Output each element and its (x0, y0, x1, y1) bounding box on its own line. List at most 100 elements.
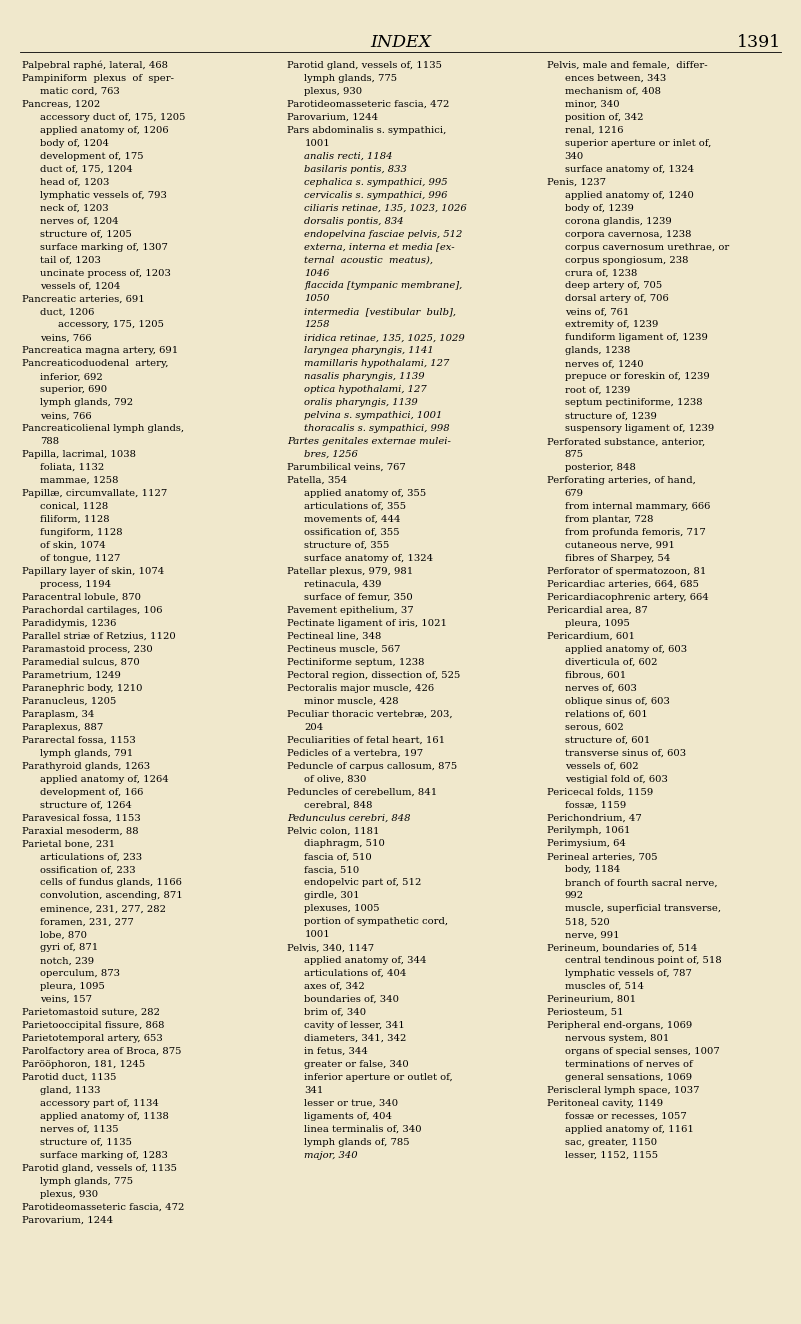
Text: transverse sinus of, 603: transverse sinus of, 603 (565, 748, 686, 757)
Text: ossification of, 233: ossification of, 233 (40, 866, 135, 874)
Text: 875: 875 (565, 450, 584, 459)
Text: notch, 239: notch, 239 (40, 956, 95, 965)
Text: Parotid gland, vessels of, 1135: Parotid gland, vessels of, 1135 (22, 1164, 178, 1173)
Text: accessory duct of, 175, 1205: accessory duct of, 175, 1205 (40, 113, 186, 122)
Text: suspensory ligament of, 1239: suspensory ligament of, 1239 (565, 424, 714, 433)
Text: ligaments of, 404: ligaments of, 404 (304, 1112, 392, 1121)
Text: duct of, 175, 1204: duct of, 175, 1204 (40, 164, 133, 173)
Text: lymph glands, 775: lymph glands, 775 (304, 74, 397, 83)
Text: Pancreatic arteries, 691: Pancreatic arteries, 691 (22, 294, 145, 303)
Text: Penis, 1237: Penis, 1237 (547, 177, 606, 187)
Text: superior, 690: superior, 690 (40, 385, 107, 395)
Text: Pancreaticoduodenal  artery,: Pancreaticoduodenal artery, (22, 359, 169, 368)
Text: optica hypothalami, 127: optica hypothalami, 127 (304, 385, 427, 395)
Text: Paranephric body, 1210: Paranephric body, 1210 (22, 683, 143, 692)
Text: veins of, 761: veins of, 761 (565, 307, 629, 316)
Text: Pectoral region, dissection of, 525: Pectoral region, dissection of, 525 (287, 671, 460, 679)
Text: inferior aperture or outlet of,: inferior aperture or outlet of, (304, 1072, 453, 1082)
Text: renal, 1216: renal, 1216 (565, 126, 623, 135)
Text: bres, 1256: bres, 1256 (304, 450, 358, 459)
Text: pelvina s. sympathici, 1001: pelvina s. sympathici, 1001 (304, 412, 443, 420)
Text: Pampiniform  plexus  of  sper-: Pampiniform plexus of sper- (22, 74, 175, 83)
Text: Peduncle of carpus callosum, 875: Peduncle of carpus callosum, 875 (287, 761, 457, 771)
Text: gland, 1133: gland, 1133 (40, 1086, 101, 1095)
Text: cervicalis s. sympathici, 996: cervicalis s. sympathici, 996 (304, 191, 448, 200)
Text: Parietooccipital fissure, 868: Parietooccipital fissure, 868 (22, 1021, 165, 1030)
Text: fibres of Sharpey, 54: fibres of Sharpey, 54 (565, 553, 670, 563)
Text: Pectiniforme septum, 1238: Pectiniforme septum, 1238 (287, 658, 425, 667)
Text: oblique sinus of, 603: oblique sinus of, 603 (565, 696, 670, 706)
Text: deep artery of, 705: deep artery of, 705 (565, 282, 662, 290)
Text: 518, 520: 518, 520 (565, 918, 610, 927)
Text: Pericardiac arteries, 664, 685: Pericardiac arteries, 664, 685 (547, 580, 699, 589)
Text: Periosteum, 51: Periosteum, 51 (547, 1008, 624, 1017)
Text: Perichondrium, 47: Perichondrium, 47 (547, 813, 642, 822)
Text: applied anatomy of, 603: applied anatomy of, 603 (565, 645, 686, 654)
Text: conical, 1128: conical, 1128 (40, 502, 108, 511)
Text: septum pectiniforme, 1238: septum pectiniforme, 1238 (565, 399, 702, 408)
Text: flaccida [tympanic membrane],: flaccida [tympanic membrane], (304, 282, 463, 290)
Text: nasalis pharyngis, 1139: nasalis pharyngis, 1139 (304, 372, 425, 381)
Text: gyri of, 871: gyri of, 871 (40, 943, 99, 952)
Text: extremity of, 1239: extremity of, 1239 (565, 320, 658, 330)
Text: applied anatomy of, 1240: applied anatomy of, 1240 (565, 191, 694, 200)
Text: of olive, 830: of olive, 830 (304, 775, 367, 784)
Text: Paranucleus, 1205: Paranucleus, 1205 (22, 696, 117, 706)
Text: Periscleral lymph space, 1037: Periscleral lymph space, 1037 (547, 1086, 699, 1095)
Text: Pericardiacophrenic artery, 664: Pericardiacophrenic artery, 664 (547, 593, 709, 602)
Text: laryngea pharyngis, 1141: laryngea pharyngis, 1141 (304, 347, 434, 355)
Text: filiform, 1128: filiform, 1128 (40, 515, 110, 524)
Text: Pelvic colon, 1181: Pelvic colon, 1181 (287, 826, 379, 835)
Text: pleura, 1095: pleura, 1095 (40, 982, 105, 992)
Text: Parumbilical veins, 767: Parumbilical veins, 767 (287, 463, 405, 473)
Text: Parotideomasseteric fascia, 472: Parotideomasseteric fascia, 472 (22, 1202, 185, 1211)
Text: mamillaris hypothalami, 127: mamillaris hypothalami, 127 (304, 359, 449, 368)
Text: applied anatomy of, 344: applied anatomy of, 344 (304, 956, 427, 965)
Text: iridica retinae, 135, 1025, 1029: iridica retinae, 135, 1025, 1029 (304, 334, 465, 343)
Text: Pedicles of a vertebra, 197: Pedicles of a vertebra, 197 (287, 748, 423, 757)
Text: Paramastoid process, 230: Paramastoid process, 230 (22, 645, 153, 654)
Text: Pectineus muscle, 567: Pectineus muscle, 567 (287, 645, 400, 654)
Text: from profunda femoris, 717: from profunda femoris, 717 (565, 528, 706, 538)
Text: thoracalis s. sympathici, 998: thoracalis s. sympathici, 998 (304, 424, 450, 433)
Text: accessory, 175, 1205: accessory, 175, 1205 (58, 320, 163, 330)
Text: fungiform, 1128: fungiform, 1128 (40, 528, 123, 538)
Text: Perforating arteries, of hand,: Perforating arteries, of hand, (547, 477, 696, 485)
Text: 1001: 1001 (304, 931, 330, 939)
Text: development of, 175: development of, 175 (40, 152, 143, 160)
Text: 1258: 1258 (304, 320, 330, 330)
Text: externa, interna et media [ex-: externa, interna et media [ex- (304, 242, 455, 252)
Text: portion of sympathetic cord,: portion of sympathetic cord, (304, 918, 449, 927)
Text: applied anatomy of, 1138: applied anatomy of, 1138 (40, 1112, 169, 1121)
Text: nerves of, 1135: nerves of, 1135 (40, 1125, 119, 1133)
Text: Parovarium, 1244: Parovarium, 1244 (287, 113, 378, 122)
Text: Parotid duct, 1135: Parotid duct, 1135 (22, 1072, 117, 1082)
Text: structure of, 601: structure of, 601 (565, 736, 650, 744)
Text: superior aperture or inlet of,: superior aperture or inlet of, (565, 139, 711, 148)
Text: Palpebral raphé, lateral, 468: Palpebral raphé, lateral, 468 (22, 61, 168, 70)
Text: branch of fourth sacral nerve,: branch of fourth sacral nerve, (565, 878, 718, 887)
Text: Pericecal folds, 1159: Pericecal folds, 1159 (547, 788, 654, 797)
Text: muscle, superficial transverse,: muscle, superficial transverse, (565, 904, 721, 914)
Text: Pancreatica magna artery, 691: Pancreatica magna artery, 691 (22, 347, 179, 355)
Text: fascia, 510: fascia, 510 (304, 866, 360, 874)
Text: operculum, 873: operculum, 873 (40, 969, 120, 978)
Text: from internal mammary, 666: from internal mammary, 666 (565, 502, 710, 511)
Text: Perineum, boundaries of, 514: Perineum, boundaries of, 514 (547, 943, 698, 952)
Text: vestigial fold of, 603: vestigial fold of, 603 (565, 775, 667, 784)
Text: Parotid gland, vessels of, 1135: Parotid gland, vessels of, 1135 (287, 61, 442, 70)
Text: terminations of nerves of: terminations of nerves of (565, 1061, 692, 1068)
Text: corona glandis, 1239: corona glandis, 1239 (565, 217, 671, 225)
Text: Pericardial area, 87: Pericardial area, 87 (547, 606, 648, 614)
Text: plexus, 930: plexus, 930 (304, 87, 363, 95)
Text: greater or false, 340: greater or false, 340 (304, 1061, 409, 1068)
Text: position of, 342: position of, 342 (565, 113, 643, 122)
Text: Papilla, lacrimal, 1038: Papilla, lacrimal, 1038 (22, 450, 136, 459)
Text: prepuce or foreskin of, 1239: prepuce or foreskin of, 1239 (565, 372, 710, 381)
Text: accessory part of, 1134: accessory part of, 1134 (40, 1099, 159, 1108)
Text: veins, 766: veins, 766 (40, 412, 91, 420)
Text: Peritoneal cavity, 1149: Peritoneal cavity, 1149 (547, 1099, 663, 1108)
Text: 204: 204 (304, 723, 324, 732)
Text: Papillary layer of skin, 1074: Papillary layer of skin, 1074 (22, 567, 165, 576)
Text: Pararectal fossa, 1153: Pararectal fossa, 1153 (22, 736, 136, 744)
